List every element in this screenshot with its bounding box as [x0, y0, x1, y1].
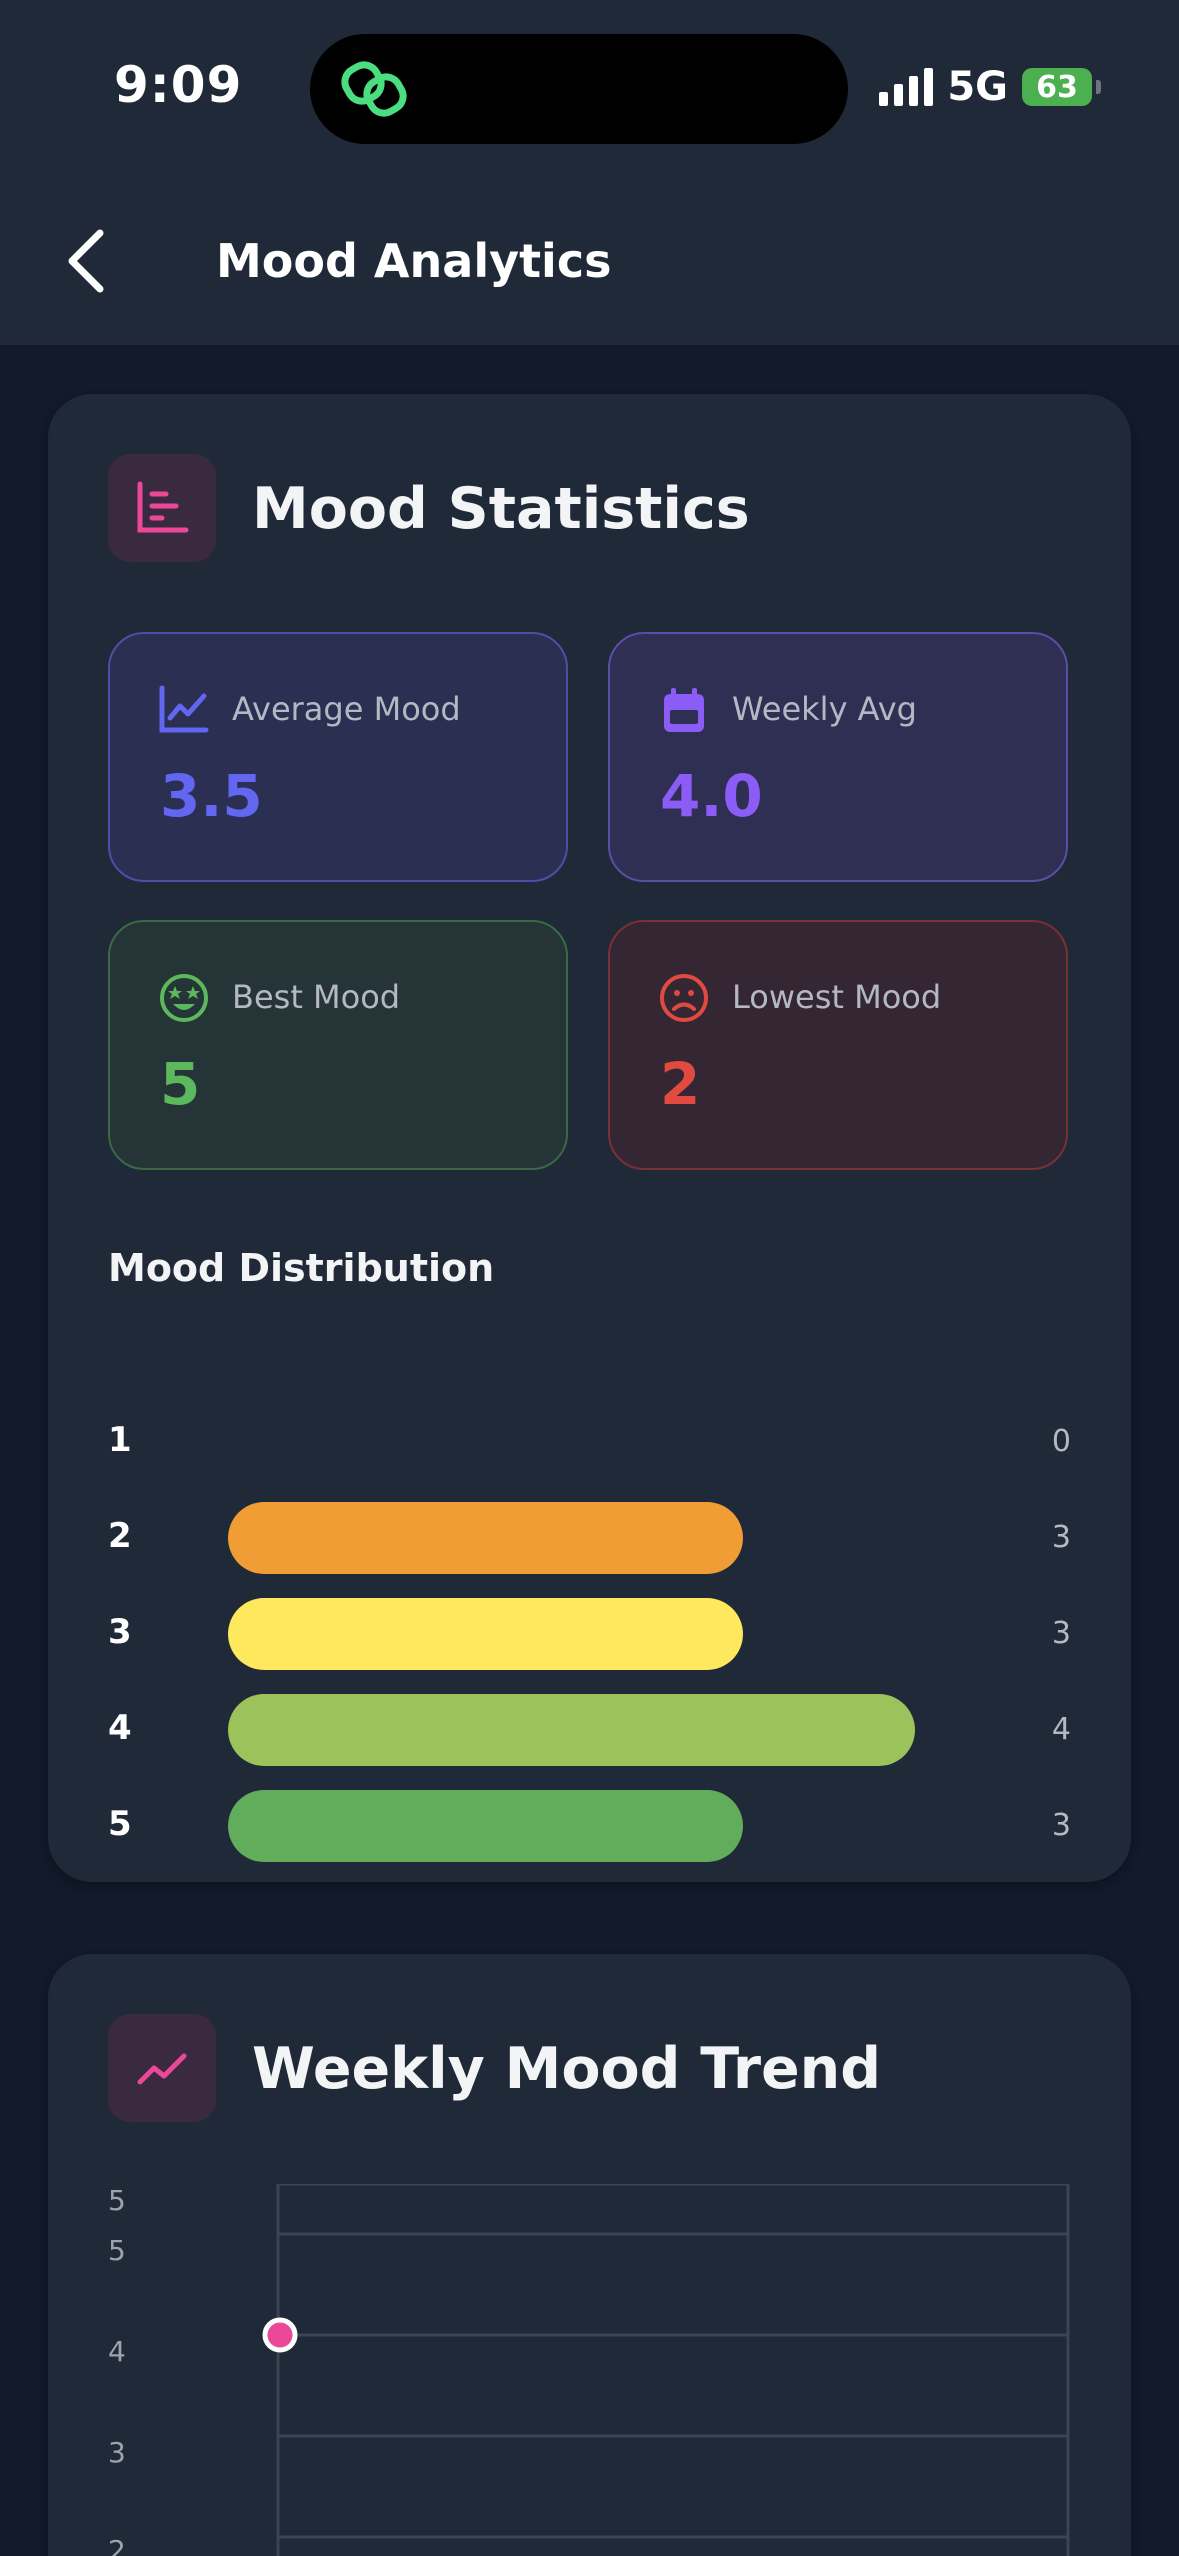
top-bar: 9:09 5G 63 Mood Analytics: [0, 0, 1179, 345]
distribution-count: 3: [1051, 1808, 1071, 1843]
weekly-mood-trend-card: Weekly Mood Trend 5 5 4 3 2: [48, 1954, 1131, 2556]
card-title: Weekly Mood Trend: [252, 2036, 882, 2102]
distribution-label: 5: [108, 1804, 132, 1844]
trending-chart-icon: [159, 685, 209, 733]
y-tick-label: 5: [108, 2234, 126, 2267]
signal-icon: [879, 68, 934, 106]
distribution-bar: [228, 1694, 915, 1766]
page-title: Mood Analytics: [216, 234, 612, 288]
link-icon: [341, 61, 407, 117]
card-icon-box: [108, 454, 216, 562]
sad-face-icon: [660, 974, 708, 1022]
stat-value: 4.0: [660, 762, 763, 830]
mood-trend-chart: 5 5 4 3 2: [108, 2184, 1071, 2556]
back-button[interactable]: [56, 226, 116, 296]
distribution-bar: [228, 1598, 744, 1670]
chevron-left-icon: [68, 229, 104, 293]
distribution-label: 4: [108, 1708, 132, 1748]
status-time: 9:09: [114, 56, 243, 114]
distribution-count: 3: [1051, 1616, 1071, 1651]
stat-label: Average Mood: [232, 690, 461, 728]
stat-label: Lowest Mood: [732, 978, 942, 1016]
stat-lowest-mood: Lowest Mood 2: [608, 920, 1068, 1170]
stat-best-mood: Best Mood 5: [108, 920, 568, 1170]
stat-label: Best Mood: [232, 978, 401, 1016]
battery-icon: 63: [1022, 68, 1101, 106]
network-label: 5G: [947, 64, 1008, 110]
card-icon-box: [108, 2014, 216, 2122]
stat-value: 3.5: [160, 762, 263, 830]
mood-statistics-card: Mood Statistics Average Mood 3.5 Weekly …: [48, 394, 1131, 1882]
bar-chart-icon: [137, 481, 189, 533]
distribution-row: 4 4: [108, 1694, 1071, 1766]
distribution-count: 0: [1051, 1424, 1071, 1459]
stat-weekly-avg: Weekly Avg 4.0: [608, 632, 1068, 882]
y-tick-label: 3: [108, 2436, 126, 2469]
stat-label: Weekly Avg: [732, 690, 917, 728]
battery-level: 63: [1022, 68, 1092, 106]
chart-plot-area: [262, 2184, 1070, 2556]
distribution-label: 2: [108, 1516, 132, 1556]
trend-point: [262, 2317, 298, 2353]
card-title: Mood Statistics: [252, 476, 750, 542]
distribution-title: Mood Distribution: [108, 1246, 495, 1290]
distribution-bar: [228, 1790, 744, 1862]
y-tick-label: 4: [108, 2335, 126, 2368]
stat-average-mood: Average Mood 3.5: [108, 632, 568, 882]
status-indicators: 5G 63: [879, 64, 1101, 110]
dynamic-island: [310, 34, 848, 144]
distribution-count: 3: [1051, 1520, 1071, 1555]
distribution-label: 3: [108, 1612, 132, 1652]
distribution-row: 1 0: [108, 1406, 1071, 1478]
chart-frame: [276, 2184, 1070, 2556]
distribution-row: 2 3: [108, 1502, 1071, 1574]
distribution-label: 1: [108, 1420, 132, 1460]
y-tick-label: 5: [108, 2184, 126, 2217]
distribution-count: 4: [1051, 1712, 1071, 1747]
y-tick-label: 2: [108, 2534, 126, 2556]
stat-value: 2: [660, 1050, 701, 1118]
star-struck-face-icon: [160, 974, 208, 1022]
distribution-bar: [228, 1502, 744, 1574]
calendar-icon: [664, 688, 704, 732]
stat-value: 5: [160, 1050, 201, 1118]
trending-up-icon: [137, 2053, 187, 2085]
distribution-row: 3 3: [108, 1598, 1071, 1670]
distribution-row: 5 3: [108, 1790, 1071, 1862]
